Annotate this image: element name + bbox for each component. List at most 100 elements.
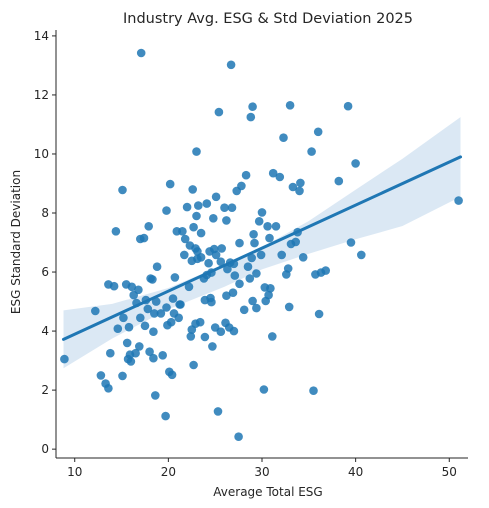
data-point [288, 182, 298, 192]
data-point [118, 185, 127, 195]
data-point [200, 332, 210, 342]
y-tick-label: 10 [34, 147, 49, 161]
data-point [284, 302, 294, 312]
data-point [265, 233, 274, 243]
data-point [104, 384, 113, 393]
data-point [334, 176, 344, 186]
data-point [106, 348, 115, 358]
x-tick-label: 10 [67, 465, 82, 479]
data-point [257, 208, 267, 217]
data-point [313, 127, 323, 137]
data-point [223, 264, 232, 274]
y-tick-label: 2 [41, 383, 49, 397]
data-point [180, 234, 190, 244]
data-point [235, 238, 244, 248]
data-point [246, 112, 256, 122]
x-tick-label: 20 [161, 465, 176, 479]
data-point [196, 252, 206, 262]
data-point [150, 309, 159, 318]
data-point [259, 385, 269, 394]
data-point [214, 107, 224, 117]
data-point [127, 282, 137, 292]
data-point [268, 168, 278, 178]
data-point [248, 296, 257, 306]
data-point [213, 407, 223, 416]
data-point [268, 332, 277, 341]
data-point [285, 101, 295, 110]
data-point [182, 202, 192, 212]
data-point [176, 300, 185, 309]
x-tick-label: 30 [254, 465, 269, 479]
data-point [235, 279, 244, 289]
data-point [188, 185, 197, 194]
data-point [343, 101, 353, 111]
y-tick-label: 0 [41, 442, 49, 456]
y-tick-label: 14 [34, 29, 49, 43]
data-point [275, 172, 285, 182]
chart-title: Industry Avg. ESG & Std Deviation 2025 [123, 11, 413, 27]
data-point [156, 309, 166, 318]
data-point [256, 250, 266, 260]
data-point [109, 281, 119, 291]
data-point [189, 360, 198, 370]
data-point [139, 233, 149, 243]
data-point [209, 214, 218, 223]
data-point [222, 291, 231, 301]
data-point [234, 432, 243, 442]
data-point [118, 371, 127, 381]
data-point [122, 338, 132, 348]
data-point [136, 48, 146, 58]
data-point [254, 217, 264, 226]
data-point [143, 304, 153, 314]
data-point [321, 266, 331, 275]
data-point [202, 199, 212, 208]
data-point [216, 257, 226, 267]
data-point [266, 284, 275, 293]
data-point [194, 201, 203, 210]
data-point [136, 313, 145, 323]
data-point [161, 411, 170, 421]
data-point [277, 250, 287, 260]
data-point [165, 179, 175, 189]
data-point [314, 309, 324, 319]
data-point [237, 181, 246, 191]
data-point [217, 244, 226, 253]
data-point [208, 342, 217, 351]
data-point [151, 391, 160, 400]
data-point [249, 230, 258, 239]
data-point [245, 274, 255, 283]
x-axis-ticks: 10 20 30 40 50 [67, 458, 457, 479]
data-point [263, 222, 272, 231]
data-point [96, 371, 106, 380]
x-tick-label: 50 [442, 465, 457, 479]
data-point [295, 186, 304, 196]
data-point [351, 159, 360, 168]
data-point [346, 238, 356, 247]
data-point [196, 228, 206, 238]
data-point [291, 237, 301, 247]
data-point [216, 327, 226, 337]
data-points [60, 48, 463, 442]
data-point [149, 327, 158, 337]
data-point [170, 273, 180, 282]
regression-line [61, 155, 463, 341]
data-point [180, 250, 189, 260]
data-point [166, 317, 176, 327]
data-point [158, 351, 167, 360]
data-point [357, 250, 366, 260]
data-point [189, 222, 198, 232]
y-tick-label: 6 [41, 265, 49, 279]
data-point [309, 386, 318, 396]
data-point [111, 227, 121, 236]
data-point [192, 147, 201, 156]
data-point [252, 303, 261, 313]
data-point [162, 206, 171, 215]
data-point [220, 203, 229, 212]
data-point [307, 147, 316, 156]
data-point [226, 60, 236, 70]
data-point [174, 313, 183, 323]
data-point [298, 252, 308, 262]
data-point [135, 342, 144, 351]
data-point [151, 297, 161, 306]
